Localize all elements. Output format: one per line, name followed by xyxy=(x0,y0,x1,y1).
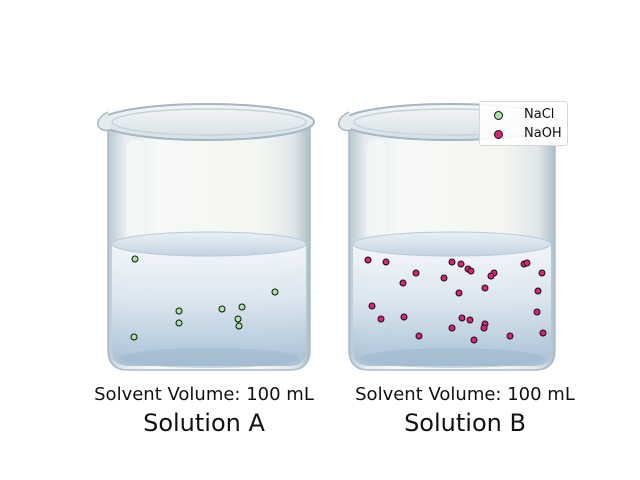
legend-marker-naoh xyxy=(494,130,503,139)
particle xyxy=(235,322,243,330)
solution-a-volume-label: Solvent Volume: 100 mL xyxy=(94,384,314,405)
particle xyxy=(455,289,463,297)
particle xyxy=(400,313,408,321)
beaker-a xyxy=(96,103,315,371)
particle xyxy=(470,336,478,344)
particle xyxy=(487,272,495,280)
particle xyxy=(399,279,407,287)
particle xyxy=(234,315,242,323)
legend: NaCl NaOH xyxy=(479,101,568,146)
beaker-a-liquid xyxy=(112,244,306,366)
particle xyxy=(480,324,488,332)
particle xyxy=(382,258,390,266)
particle xyxy=(506,332,514,340)
particle xyxy=(448,324,456,332)
particle xyxy=(481,284,489,292)
beaker-b-bottom xyxy=(360,348,544,368)
beaker-a-particles xyxy=(130,255,279,341)
legend-item-naoh: NaOH xyxy=(480,126,569,142)
beaker-a-rim-inner xyxy=(111,108,307,136)
particle xyxy=(218,305,226,313)
solution-b-volume-label: Solvent Volume: 100 mL xyxy=(355,384,575,405)
beaker-b-particles xyxy=(364,256,547,344)
legend-label-naoh: NaOH xyxy=(524,126,562,141)
particle xyxy=(466,316,474,324)
particle xyxy=(131,255,139,263)
particle xyxy=(412,269,420,277)
particle xyxy=(130,333,138,341)
beaker-a-liquid-surface xyxy=(111,231,307,257)
particle xyxy=(364,256,372,264)
beaker-a-bottom xyxy=(119,348,299,368)
beaker-b-spout xyxy=(337,111,352,132)
particle xyxy=(539,329,547,337)
particle xyxy=(538,269,546,277)
particle xyxy=(523,259,531,267)
solution-a-title: Solution A xyxy=(143,409,265,437)
particle xyxy=(368,302,376,310)
particle xyxy=(415,332,423,340)
particle xyxy=(448,258,456,266)
particle xyxy=(175,307,183,315)
particle xyxy=(440,274,448,282)
particle xyxy=(467,267,475,275)
solution-b-title: Solution B xyxy=(404,409,526,437)
legend-item-nacl: NaCl xyxy=(480,107,569,123)
particle xyxy=(458,314,466,322)
particle xyxy=(457,260,465,268)
particle xyxy=(533,308,541,316)
particle xyxy=(534,287,542,295)
particle xyxy=(175,319,183,327)
particle xyxy=(377,315,385,323)
beaker-b-liquid-surface xyxy=(352,231,552,257)
legend-label-nacl: NaCl xyxy=(524,107,555,122)
beaker-b-liquid xyxy=(353,244,551,366)
particle xyxy=(238,303,246,311)
beaker-a-spout xyxy=(96,111,111,132)
legend-marker-nacl xyxy=(494,111,503,120)
particle xyxy=(271,288,279,296)
